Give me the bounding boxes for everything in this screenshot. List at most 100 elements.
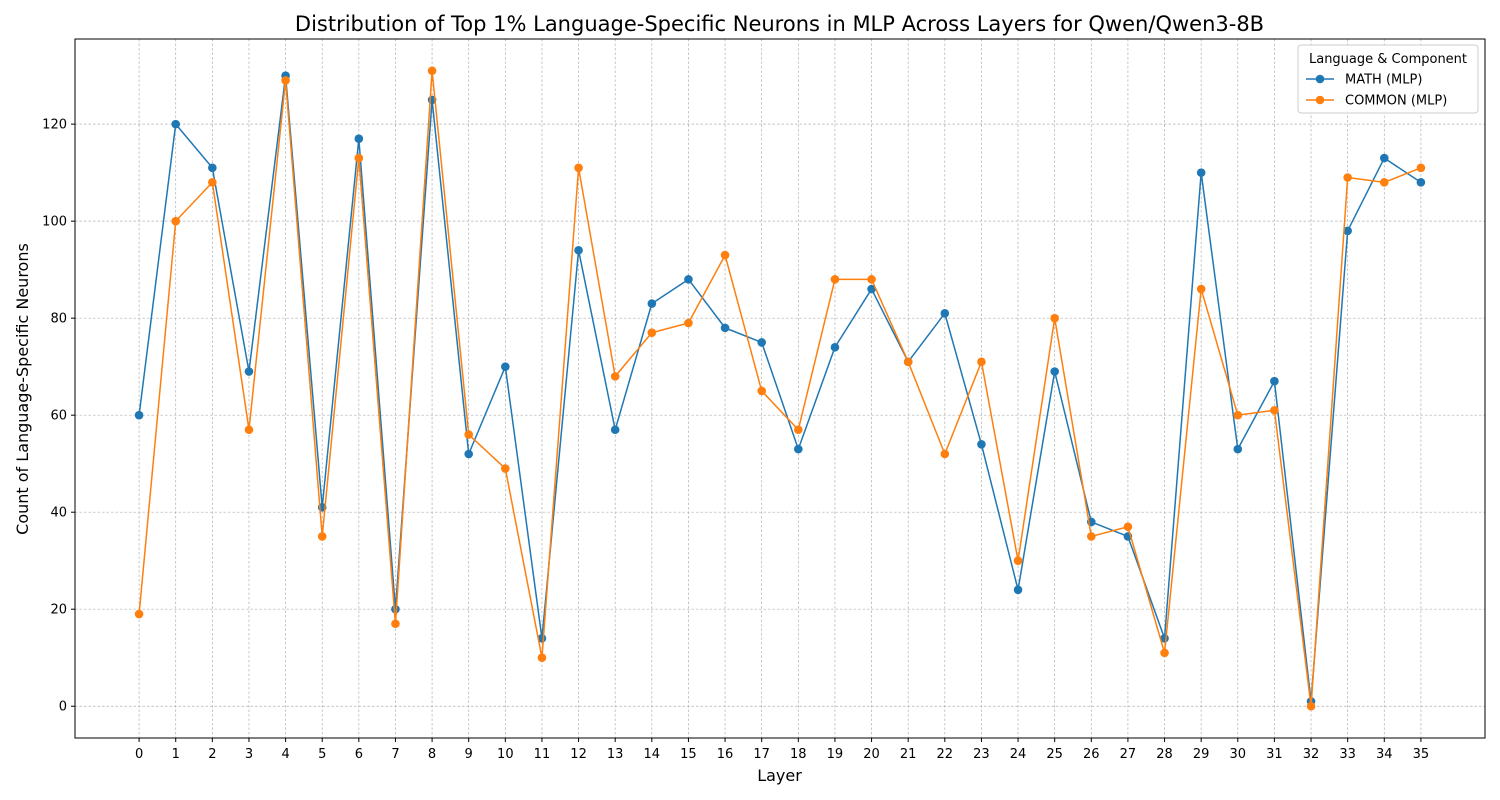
data-point xyxy=(903,357,913,367)
data-point xyxy=(794,425,803,435)
data-point xyxy=(1087,532,1096,541)
data-point xyxy=(171,216,181,226)
series-math-mlp xyxy=(134,71,1426,706)
data-point xyxy=(977,439,986,449)
data-point xyxy=(610,425,620,435)
data-point xyxy=(317,532,327,541)
legend-item: COMMON (MLP) xyxy=(1306,94,1447,109)
x-axis-label: Layer xyxy=(757,766,802,785)
data-point xyxy=(1233,410,1243,420)
series-line xyxy=(138,74,1422,703)
legend-label: MATH (MLP) xyxy=(1345,73,1422,88)
data-point xyxy=(208,178,217,187)
y-axis-label: Count of Language-Specific Neurons xyxy=(13,243,32,535)
data-point xyxy=(757,338,766,347)
data-point xyxy=(1233,444,1243,454)
y-tick-label: 0 xyxy=(59,700,67,715)
data-point xyxy=(134,609,144,619)
data-point xyxy=(244,367,254,376)
data-point xyxy=(427,66,437,76)
grid-lines xyxy=(75,39,1485,738)
legend-box xyxy=(1297,44,1479,114)
x-tick-label: 20 xyxy=(863,747,880,762)
x-tick-label: 29 xyxy=(1193,747,1210,762)
data-point xyxy=(830,275,840,284)
data-point xyxy=(171,119,181,129)
y-tick-label: 80 xyxy=(50,312,67,327)
data-point xyxy=(867,284,876,294)
data-point xyxy=(1196,168,1206,177)
data-point xyxy=(610,372,620,381)
x-tick-label: 9 xyxy=(465,747,473,762)
legend-item: MATH (MLP) xyxy=(1306,73,1422,88)
legend-label: COMMON (MLP) xyxy=(1345,94,1447,109)
data-point xyxy=(1050,367,1059,376)
x-tick-label: 11 xyxy=(534,747,551,762)
x-tick-label: 2 xyxy=(208,747,216,762)
x-tick-label: 25 xyxy=(1046,747,1063,762)
x-tick-label: 10 xyxy=(497,747,514,762)
x-tick-label: 14 xyxy=(644,747,661,762)
x-tick-label: 6 xyxy=(355,747,363,762)
data-point xyxy=(720,250,730,260)
x-tick-label: 4 xyxy=(281,747,289,762)
x-tick-label: 34 xyxy=(1376,747,1393,762)
data-point xyxy=(244,425,254,435)
chart-title: Distribution of Top 1% Language-Specific… xyxy=(295,12,1264,36)
data-point xyxy=(1379,178,1389,187)
legend-marker xyxy=(1315,74,1325,84)
data-point xyxy=(1270,376,1279,386)
data-point xyxy=(757,386,766,396)
data-point xyxy=(501,464,510,473)
data-point xyxy=(281,76,290,85)
data-point xyxy=(940,449,950,459)
data-point xyxy=(1013,585,1023,595)
data-point xyxy=(1196,284,1206,294)
x-tick-label: 3 xyxy=(245,747,253,762)
x-tick-label: 0 xyxy=(135,747,143,762)
data-point xyxy=(354,153,364,163)
data-point xyxy=(1343,226,1352,236)
data-point xyxy=(684,275,693,284)
x-tick-label: 8 xyxy=(428,747,436,762)
x-axis: 0 1 2 3 4 5 6 7 8 9 10 11 12 13 14 15 16 17 18 19 20 21 22 23 24… xyxy=(135,738,1429,762)
legend-marker xyxy=(1315,95,1325,105)
data-point xyxy=(794,444,803,454)
x-tick-label: 32 xyxy=(1303,747,1320,762)
series-common-mlp xyxy=(134,66,1426,711)
x-tick-label: 19 xyxy=(827,747,844,762)
data-point xyxy=(391,619,400,629)
data-point xyxy=(1160,648,1169,658)
data-point xyxy=(720,323,730,333)
x-tick-label: 35 xyxy=(1413,747,1430,762)
data-point xyxy=(977,357,986,367)
x-tick-label: 21 xyxy=(900,747,917,762)
x-tick-label: 1 xyxy=(172,747,180,762)
series-line xyxy=(138,70,1422,707)
x-tick-label: 17 xyxy=(753,747,770,762)
x-tick-label: 30 xyxy=(1230,747,1247,762)
data-point xyxy=(684,318,693,328)
data-point xyxy=(1379,153,1389,163)
data-point xyxy=(1416,178,1426,187)
data-point xyxy=(574,245,583,255)
data-point xyxy=(1416,163,1426,173)
x-tick-label: 7 xyxy=(391,747,399,762)
legend: Language & Component MATH (MLP) COMMON (M… xyxy=(1297,44,1479,114)
y-tick-label: 100 xyxy=(42,215,67,230)
data-point xyxy=(647,328,657,338)
x-tick-label: 24 xyxy=(1010,747,1027,762)
data-point xyxy=(464,430,474,439)
data-point xyxy=(867,275,876,284)
y-tick-label: 40 xyxy=(50,506,67,521)
legend-title: Language & Component xyxy=(1309,52,1467,67)
legend-items: MATH (MLP) COMMON (MLP) xyxy=(1306,73,1447,109)
y-tick-label: 120 xyxy=(42,118,67,133)
series-layer xyxy=(134,66,1426,711)
data-point xyxy=(1343,173,1352,182)
x-tick-label: 23 xyxy=(973,747,990,762)
x-tick-label: 12 xyxy=(570,747,587,762)
data-point xyxy=(391,604,400,614)
data-point xyxy=(464,449,474,459)
